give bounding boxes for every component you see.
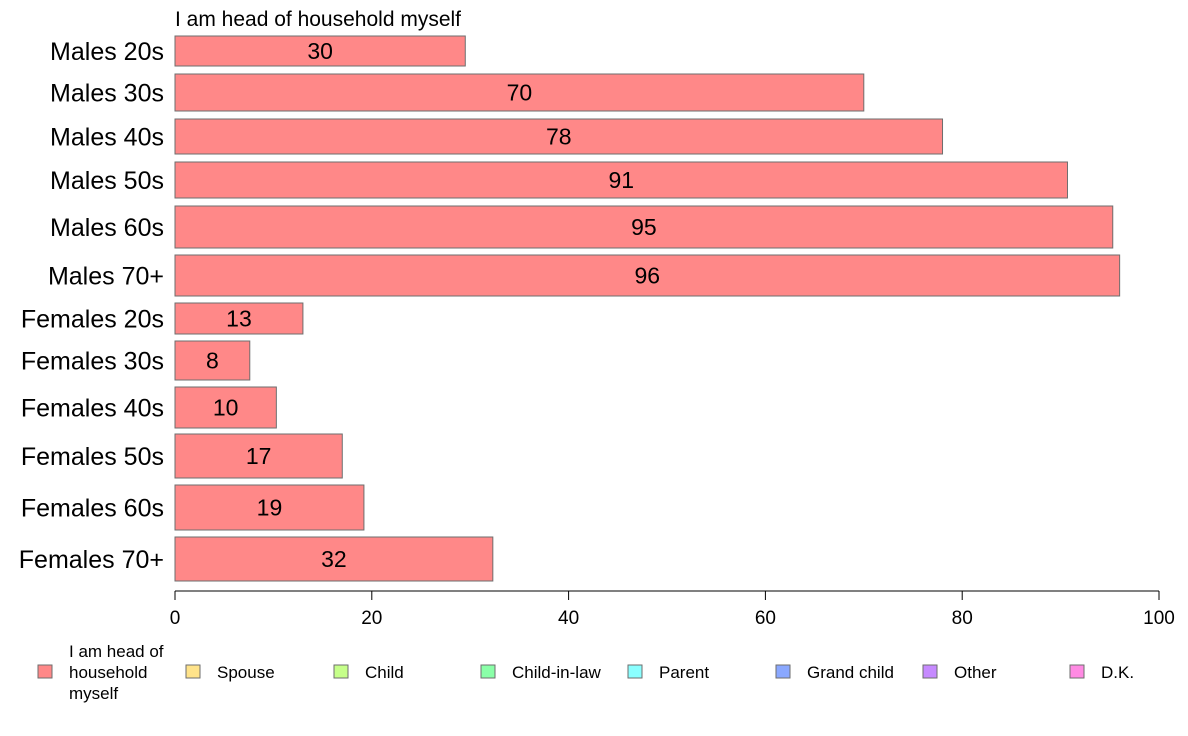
bar-value-label: 78 bbox=[546, 124, 572, 150]
legend-label: I am head of bbox=[69, 642, 164, 661]
category-label: Males 50s bbox=[50, 167, 164, 195]
legend-label: Spouse bbox=[217, 663, 275, 682]
category-label: Males 60s bbox=[50, 214, 164, 242]
bar-males-60s bbox=[174, 205, 1114, 249]
bar-females-40s bbox=[174, 386, 277, 429]
bar-value-label: 13 bbox=[226, 306, 252, 332]
category-label: Females 60s bbox=[21, 495, 164, 523]
bar-value-label: 8 bbox=[206, 348, 219, 374]
bar-males-40s bbox=[174, 118, 944, 155]
bar-males-30s bbox=[174, 73, 865, 112]
category-label: Females 40s bbox=[21, 395, 164, 423]
bar-females-50s bbox=[174, 433, 343, 479]
bar-males-20s bbox=[174, 35, 466, 67]
legend-label: myself bbox=[69, 684, 118, 703]
legend-label: Child-in-law bbox=[512, 663, 602, 682]
category-label: Males 20s bbox=[50, 38, 164, 66]
x-tick-label: 20 bbox=[361, 608, 382, 629]
category-label: Females 20s bbox=[21, 306, 164, 334]
legend-swatch bbox=[1069, 664, 1085, 679]
category-label: Females 50s bbox=[21, 443, 164, 471]
category-label: Females 70+ bbox=[19, 546, 164, 574]
legend-label: Other bbox=[954, 663, 997, 682]
bar-value-label: 96 bbox=[635, 263, 661, 289]
bar-females-70plus bbox=[174, 536, 494, 582]
x-tick-label: 60 bbox=[755, 608, 776, 629]
bar-males-70plus bbox=[174, 254, 1121, 297]
bar-value-label: 32 bbox=[321, 546, 347, 572]
legend-swatch bbox=[627, 664, 643, 679]
category-label: Males 30s bbox=[50, 80, 164, 108]
legend-label: Grand child bbox=[807, 663, 894, 682]
bar-value-label: 10 bbox=[213, 395, 239, 421]
bar-value-label: 91 bbox=[608, 167, 634, 193]
bar-value-label: 19 bbox=[257, 495, 283, 521]
chart-title: I am head of household myself bbox=[175, 8, 461, 31]
bar-females-60s bbox=[174, 484, 365, 531]
x-tick-label: 40 bbox=[558, 608, 579, 629]
bar-males-50s bbox=[174, 161, 1068, 199]
legend-swatch bbox=[922, 664, 938, 679]
legend: I am head of household myself Spouse Child Ch… bbox=[37, 642, 1134, 703]
legend-label: Parent bbox=[659, 663, 709, 682]
bar-females-30s bbox=[174, 340, 251, 381]
category-label: Males 40s bbox=[50, 124, 164, 152]
bar-value-label: 70 bbox=[507, 80, 533, 106]
bar-females-20s bbox=[174, 302, 304, 335]
bar-value-label: 30 bbox=[307, 38, 333, 64]
category-label: Females 30s bbox=[21, 348, 164, 376]
legend-swatch bbox=[775, 664, 791, 679]
legend-label: Child bbox=[365, 663, 404, 682]
legend-swatch bbox=[37, 664, 53, 679]
x-tick-label: 0 bbox=[170, 608, 181, 629]
x-tick-label: 80 bbox=[952, 608, 973, 629]
bars: 30 Males 20s 70 Males 30s 78 Males 40s 91 Males… bbox=[19, 35, 1121, 582]
legend-swatch bbox=[480, 664, 496, 679]
legend-swatch bbox=[333, 664, 349, 679]
legend-label: D.K. bbox=[1101, 663, 1134, 682]
category-label: Males 70+ bbox=[48, 263, 164, 291]
bar-value-label: 17 bbox=[246, 443, 272, 469]
x-tick-label: 100 bbox=[1143, 608, 1175, 629]
bar-value-label: 95 bbox=[631, 214, 657, 240]
x-axis: 0 20 40 60 80 100 bbox=[170, 590, 1175, 629]
legend-swatch bbox=[185, 664, 201, 679]
legend-label: household bbox=[69, 663, 147, 682]
